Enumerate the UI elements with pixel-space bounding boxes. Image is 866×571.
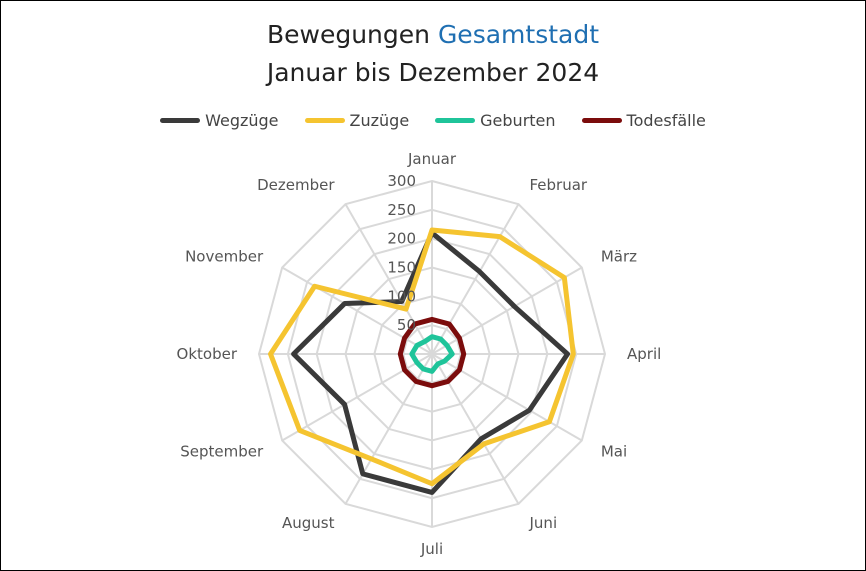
grid-spoke: [431, 203, 520, 355]
tick-label: 200: [387, 230, 416, 248]
series-line-2: [409, 334, 455, 374]
legend-label: Todesfälle: [626, 111, 706, 130]
category-label: Oktober: [177, 345, 238, 363]
legend-swatch: [435, 118, 476, 123]
legend-label: Wegzüge: [205, 111, 279, 130]
category-label: Dezember: [257, 176, 335, 194]
title-part2: Gesamtstadt: [437, 20, 600, 49]
category-label: September: [180, 443, 264, 461]
series-line-1: [268, 227, 576, 487]
category-label: Juli: [420, 540, 443, 558]
grid-spoke: [431, 353, 520, 505]
series-line-3: [397, 316, 467, 389]
grid-spoke: [431, 266, 583, 355]
legend-swatch: [581, 118, 622, 123]
category-label: Mai: [601, 443, 627, 461]
category-label: November: [185, 248, 264, 266]
legend-item-todesfaelle: Todesfälle: [581, 111, 706, 130]
legend-label: Zuzüge: [349, 111, 410, 130]
legend-item-geburten: Geburten: [435, 111, 556, 130]
category-label: Juni: [529, 514, 558, 532]
title-part1: Bewegungen: [266, 20, 438, 49]
category-label: August: [282, 514, 335, 532]
grid-spoke: [281, 353, 433, 442]
chart-subtitle: Januar bis Dezember 2024: [266, 58, 600, 87]
tick-label: 250: [387, 201, 416, 219]
chart-title: Bewegungen Gesamtstadt: [0, 20, 866, 49]
category-label: April: [627, 345, 661, 363]
legend-swatch: [160, 118, 201, 123]
legend-swatch: [304, 118, 345, 123]
legend-item-zuzuege: Zuzüge: [304, 111, 410, 130]
grid-spoke: [344, 353, 433, 505]
category-label: Januar: [407, 150, 457, 168]
legend: Wegzüge Zuzüge Geburten Todesfälle: [0, 111, 866, 130]
grid-spoke: [281, 266, 433, 355]
category-label: März: [601, 248, 637, 266]
legend-item-wegzuege: Wegzüge: [160, 111, 279, 130]
series-line-0: [291, 230, 571, 495]
tick-label: 50: [397, 316, 416, 334]
tick-label: 150: [387, 259, 416, 277]
tick-label: 100: [387, 287, 416, 305]
legend-label: Geburten: [480, 111, 556, 130]
grid-spoke: [431, 353, 583, 442]
tick-label: 300: [387, 172, 416, 190]
grid-spoke: [344, 203, 433, 355]
category-label: Februar: [530, 176, 588, 194]
